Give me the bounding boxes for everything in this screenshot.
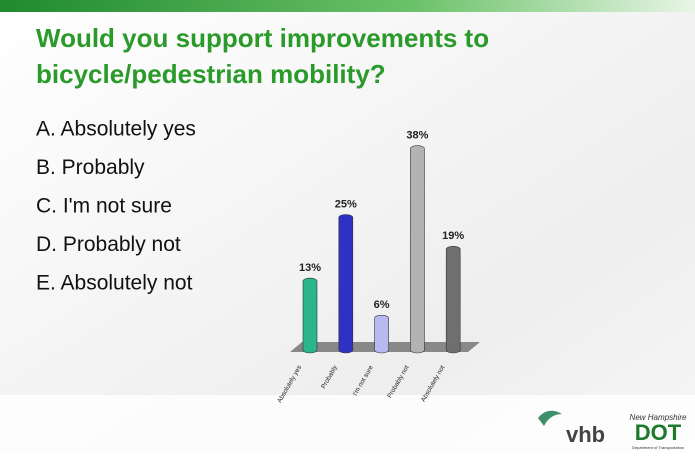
option: C. I'm not sure: [36, 195, 172, 218]
footer: [0, 395, 695, 453]
option: A. Absolutely yes: [36, 118, 196, 141]
option: B. Probably: [36, 156, 145, 179]
top-strip: [0, 0, 695, 12]
data-label: 13%: [299, 262, 321, 274]
logo-text: New Hampshire: [630, 413, 687, 422]
option: E. Absolutely not: [36, 272, 193, 295]
bar: [410, 145, 425, 354]
data-label: 25%: [335, 198, 357, 210]
title: bicycle/pedestrian mobility?: [36, 59, 386, 89]
data-label: 19%: [442, 230, 464, 242]
bar: [302, 277, 318, 354]
data-label: 38%: [406, 130, 428, 142]
bar: [338, 214, 354, 354]
logo-text: DOT: [635, 420, 682, 445]
bar: [374, 314, 389, 354]
data-label: 6%: [374, 299, 390, 311]
title: Would you support improvements to: [36, 23, 489, 53]
option: D. Probably not: [36, 233, 181, 256]
logo-text: Department of Transportation: [632, 445, 684, 450]
logo-text: vhb: [566, 422, 605, 447]
bar: [445, 246, 461, 354]
logo-swoosh: [538, 410, 562, 426]
vhb-logo: vhb: [538, 410, 605, 447]
